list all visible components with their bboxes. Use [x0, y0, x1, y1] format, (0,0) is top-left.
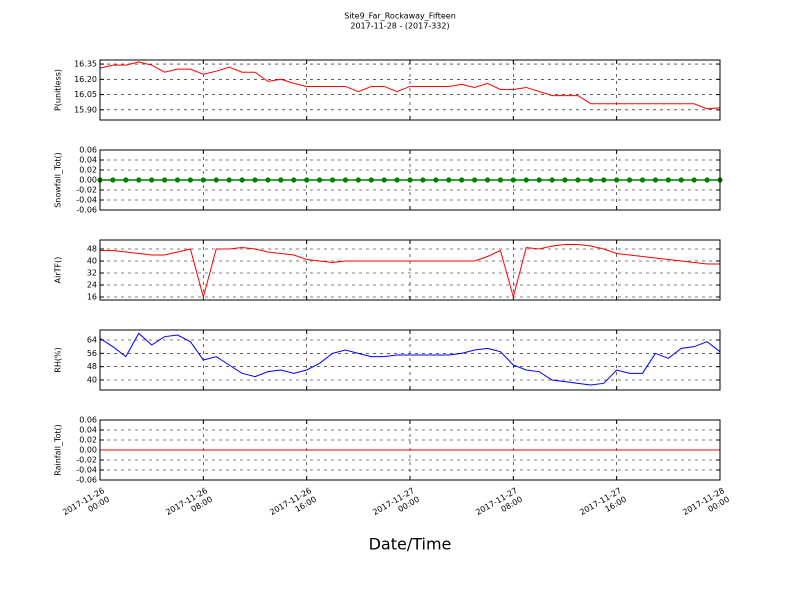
- chart-title: Site9_Far_Rockaway_Fifteen: [344, 12, 456, 21]
- y-tick-label: 32: [87, 269, 97, 278]
- y-tick-label: -0.02: [76, 456, 97, 465]
- data-point: [252, 177, 258, 183]
- data-point: [304, 177, 310, 183]
- data-point: [626, 177, 633, 183]
- plot-frame: [99, 59, 721, 121]
- data-point: [549, 177, 555, 183]
- data-point: [161, 177, 168, 183]
- data-point: [601, 177, 607, 183]
- x-axis-title: Date/Time: [369, 535, 452, 554]
- data-point: [536, 177, 542, 183]
- y-tick-label: 0.02: [79, 166, 97, 175]
- y-tick-label: 0.04: [79, 426, 97, 435]
- data-point: [446, 177, 452, 183]
- data-point: [316, 177, 323, 183]
- data-point: [291, 177, 297, 183]
- y-tick-label: 16: [87, 293, 97, 302]
- data-point: [149, 177, 155, 183]
- data-point: [368, 177, 374, 183]
- y-tick-label: 0.00: [79, 176, 97, 185]
- y-tick-label: 40: [87, 376, 97, 385]
- data-line: [99, 332, 721, 386]
- data-point: [665, 177, 671, 183]
- y-tick-label: 40: [87, 257, 97, 266]
- y-tick-label: 16.20: [74, 75, 97, 84]
- y-tick-label: 56: [87, 349, 97, 358]
- y-tick-label: 24: [87, 281, 97, 290]
- plot-frame: [99, 239, 721, 301]
- plot-frame: [99, 329, 721, 391]
- data-line: [100, 244, 720, 299]
- y-tick-label: -0.02: [76, 186, 97, 195]
- y-tick-label: 0.04: [79, 156, 97, 165]
- y-axis-title: Snowfall_Tot(): [54, 152, 63, 208]
- data-point: [110, 177, 116, 183]
- y-tick-label: 0.02: [79, 436, 97, 445]
- data-point: [614, 177, 620, 183]
- data-point: [562, 177, 568, 183]
- data-point: [678, 177, 684, 183]
- y-tick-label: 0.06: [79, 146, 97, 155]
- data-point: [278, 177, 284, 183]
- y-tick-label: -0.04: [76, 466, 97, 475]
- data-point: [381, 177, 387, 183]
- plot-frame: [99, 149, 721, 211]
- data-point: [510, 177, 516, 183]
- data-point: [652, 177, 659, 183]
- data-point: [136, 177, 142, 183]
- data-point: [484, 177, 491, 183]
- data-point: [433, 177, 439, 183]
- y-tick-label: -0.04: [76, 196, 97, 205]
- y-tick-label: -0.06: [76, 476, 97, 485]
- y-axis-title: AirTF(): [54, 257, 63, 284]
- y-axis-title: P(unitless): [54, 69, 63, 111]
- y-tick-label: 48: [87, 245, 97, 254]
- data-point: [213, 177, 219, 183]
- plot-frame: [99, 419, 721, 481]
- data-point: [123, 177, 129, 183]
- data-point: [704, 177, 710, 183]
- data-point: [575, 177, 581, 183]
- y-tick-label: 16.35: [74, 60, 97, 69]
- data-point: [265, 177, 271, 183]
- data-point: [407, 177, 413, 183]
- y-tick-label: 0.06: [79, 416, 97, 425]
- data-point: [329, 177, 336, 183]
- data-point: [355, 177, 361, 183]
- data-point: [471, 177, 478, 183]
- data-point: [239, 177, 245, 183]
- data-point: [342, 177, 349, 183]
- y-axis-title: RH(%): [54, 347, 63, 372]
- data-point: [459, 177, 465, 183]
- data-point: [588, 177, 594, 183]
- y-tick-label: 16.05: [74, 90, 97, 99]
- data-point: [420, 177, 426, 183]
- y-tick-label: 0.00: [79, 446, 97, 455]
- y-tick-label: -0.06: [76, 206, 97, 215]
- data-line: [99, 61, 721, 110]
- data-point: [394, 177, 400, 183]
- y-tick-label: 64: [87, 336, 97, 345]
- data-point: [226, 177, 232, 183]
- data-point: [523, 177, 529, 183]
- data-point: [639, 177, 646, 183]
- data-point: [187, 177, 194, 183]
- data-point: [497, 177, 504, 183]
- y-tick-label: 48: [87, 362, 97, 371]
- y-tick-label: 15.90: [74, 105, 97, 114]
- y-axis-title: Rainfall_Tot(): [54, 424, 63, 476]
- data-point: [691, 177, 697, 183]
- data-point: [174, 177, 181, 183]
- chart-subtitle: 2017-11-28 - (2017-332): [350, 22, 449, 31]
- data-point: [200, 177, 206, 183]
